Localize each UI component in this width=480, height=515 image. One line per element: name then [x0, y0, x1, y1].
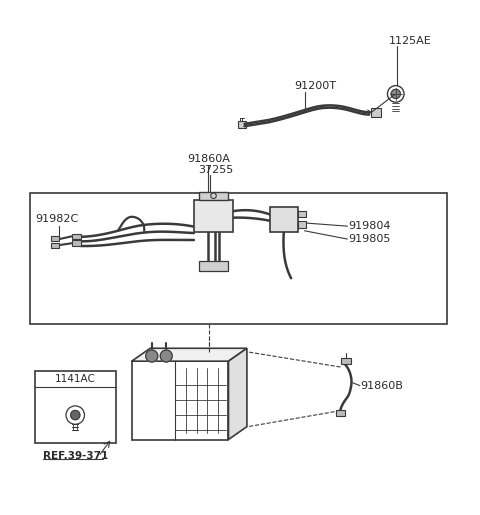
- Bar: [72, 241, 81, 246]
- Text: 1141AC: 1141AC: [55, 374, 96, 384]
- Polygon shape: [228, 348, 247, 439]
- Bar: [238, 121, 246, 128]
- Bar: [132, 361, 228, 439]
- Bar: [372, 108, 381, 117]
- Text: 37255: 37255: [199, 165, 234, 175]
- Circle shape: [146, 350, 158, 362]
- Text: 919805: 919805: [348, 234, 391, 244]
- Text: REF.39-371: REF.39-371: [43, 451, 108, 461]
- Bar: [35, 371, 116, 443]
- Bar: [341, 358, 350, 365]
- Bar: [199, 192, 228, 200]
- Text: 91860A: 91860A: [187, 154, 230, 164]
- Text: 1125AE: 1125AE: [388, 36, 431, 45]
- Bar: [51, 236, 60, 242]
- Circle shape: [160, 350, 172, 362]
- Bar: [270, 207, 298, 232]
- Bar: [336, 409, 345, 417]
- Circle shape: [391, 89, 400, 98]
- Bar: [51, 243, 60, 248]
- Bar: [72, 233, 81, 239]
- Bar: [298, 221, 306, 228]
- Text: 91982C: 91982C: [35, 214, 78, 225]
- Bar: [194, 200, 233, 232]
- Bar: [30, 193, 447, 324]
- Text: 91860B: 91860B: [361, 381, 404, 390]
- Text: 919804: 919804: [348, 221, 391, 231]
- Text: 91200T: 91200T: [294, 81, 336, 91]
- Bar: [298, 211, 306, 217]
- Polygon shape: [132, 348, 247, 361]
- Bar: [199, 261, 228, 271]
- Circle shape: [71, 410, 80, 420]
